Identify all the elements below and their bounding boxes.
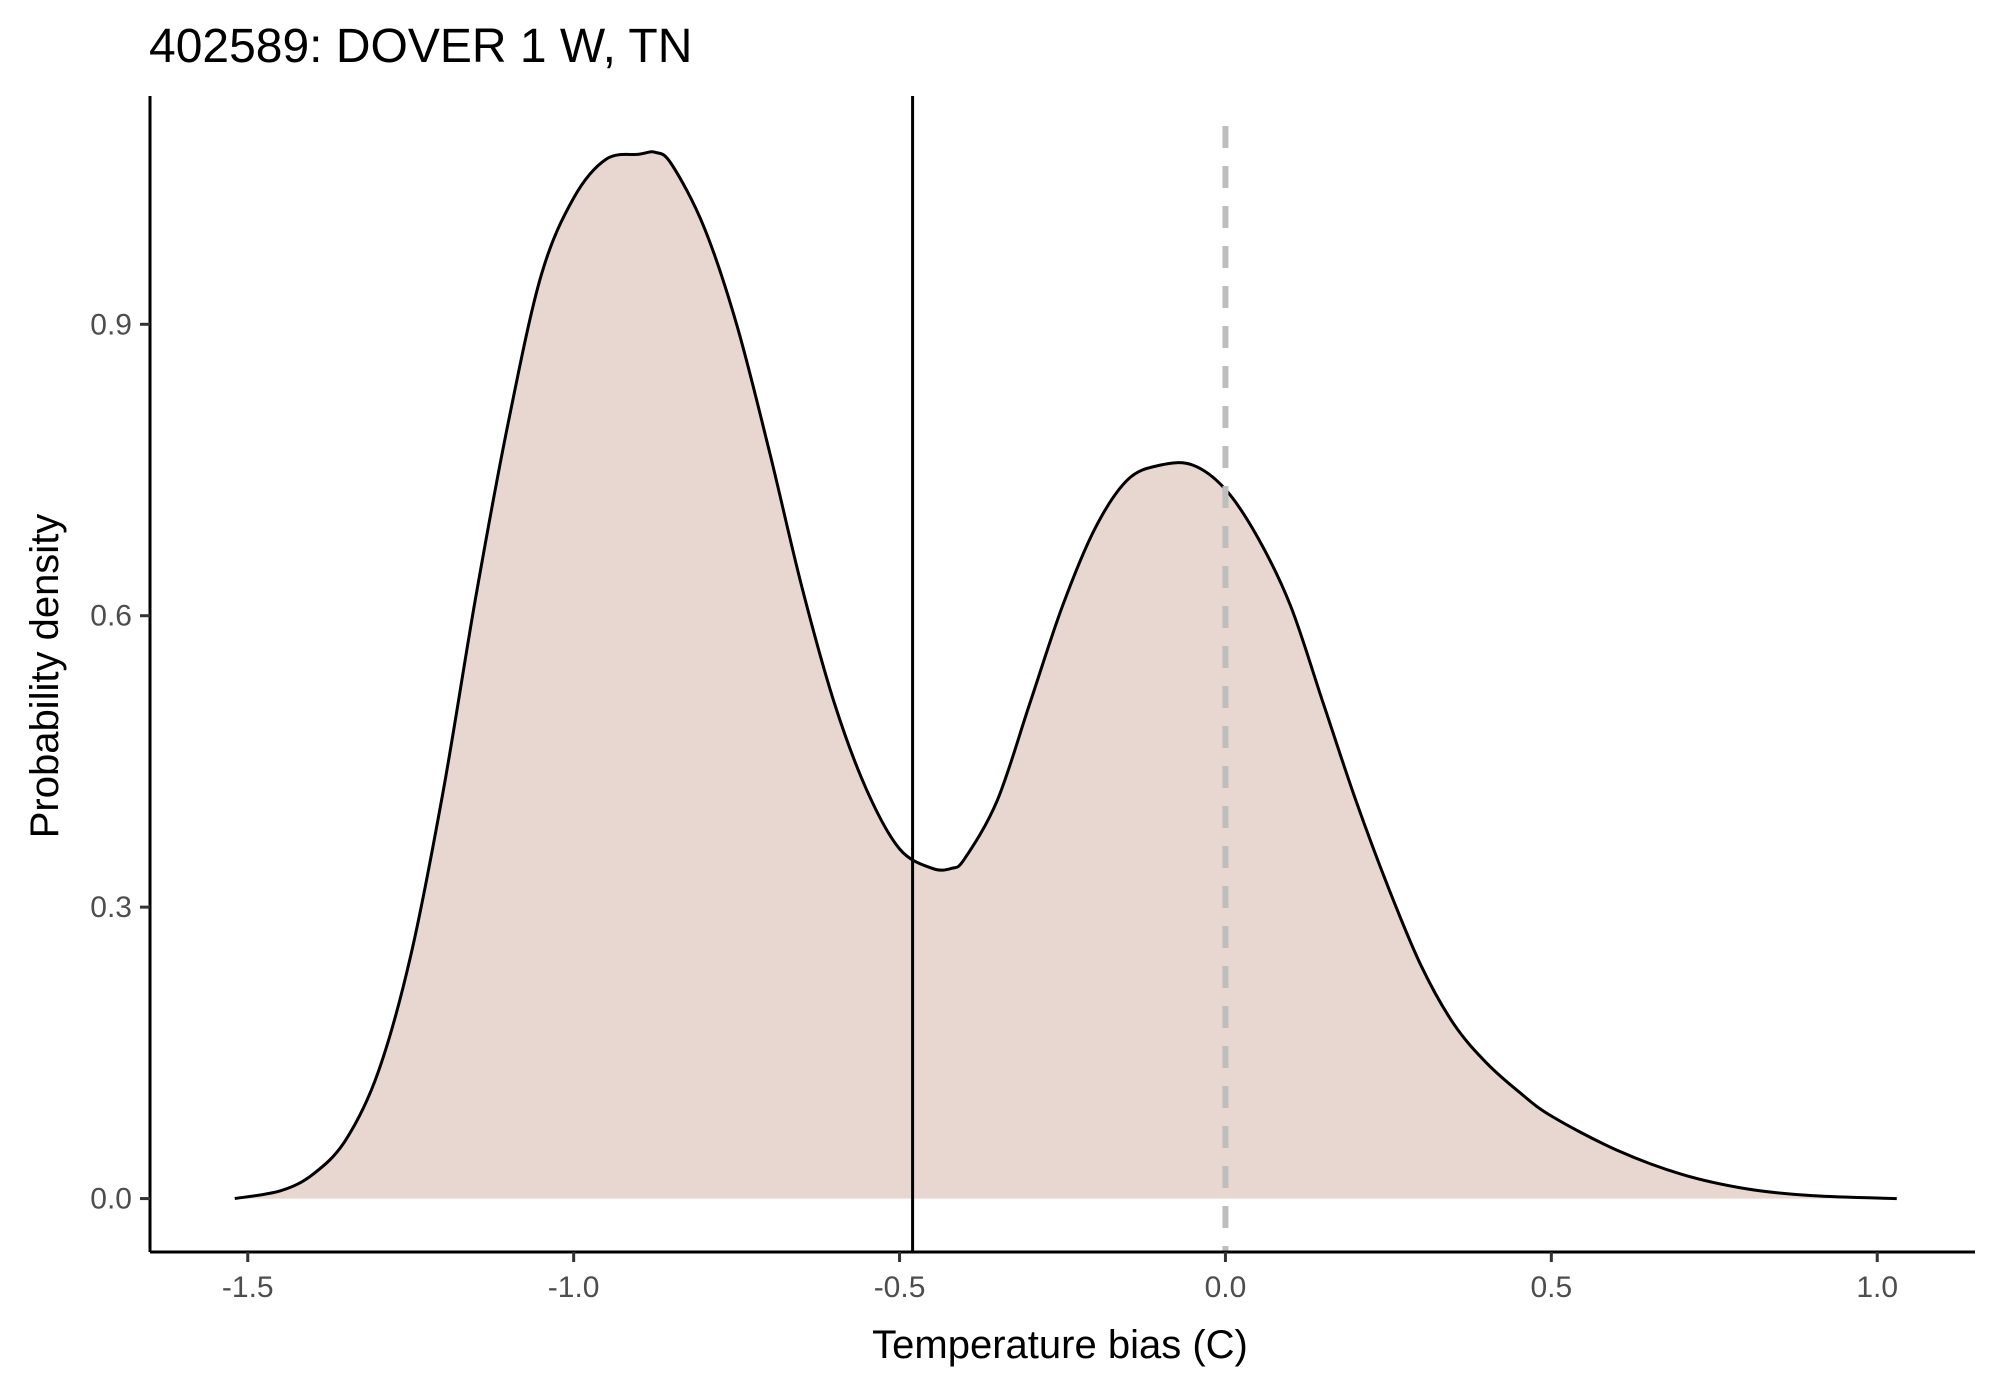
x-tick-label: -1.0 [548, 1271, 600, 1304]
axes: -1.5 -1.0 -0.5 0.0 0.5 1.0 0.0 0.3 0.6 0.9 [90, 96, 1975, 1304]
y-tick-label: 0.9 [90, 308, 132, 341]
y-axis-title: Probability density [23, 514, 67, 839]
x-tick-label: 1.0 [1856, 1271, 1898, 1304]
x-tick-label: -0.5 [874, 1271, 926, 1304]
x-tick-label: 0.5 [1530, 1271, 1572, 1304]
density-curve [234, 150, 1897, 1201]
x-tick-label: -1.5 [222, 1271, 274, 1304]
y-tick-label: 0.0 [90, 1183, 132, 1216]
x-tick-label: 0.0 [1205, 1271, 1247, 1304]
chart-title: 402589: DOVER 1 W, TN [149, 20, 692, 73]
density-area [234, 151, 1897, 1199]
x-axis-title: Temperature bias (C) [872, 1323, 1248, 1367]
y-tick-label: 0.3 [90, 891, 132, 924]
plot-area [234, 96, 1897, 1252]
y-tick-label: 0.6 [90, 600, 132, 633]
